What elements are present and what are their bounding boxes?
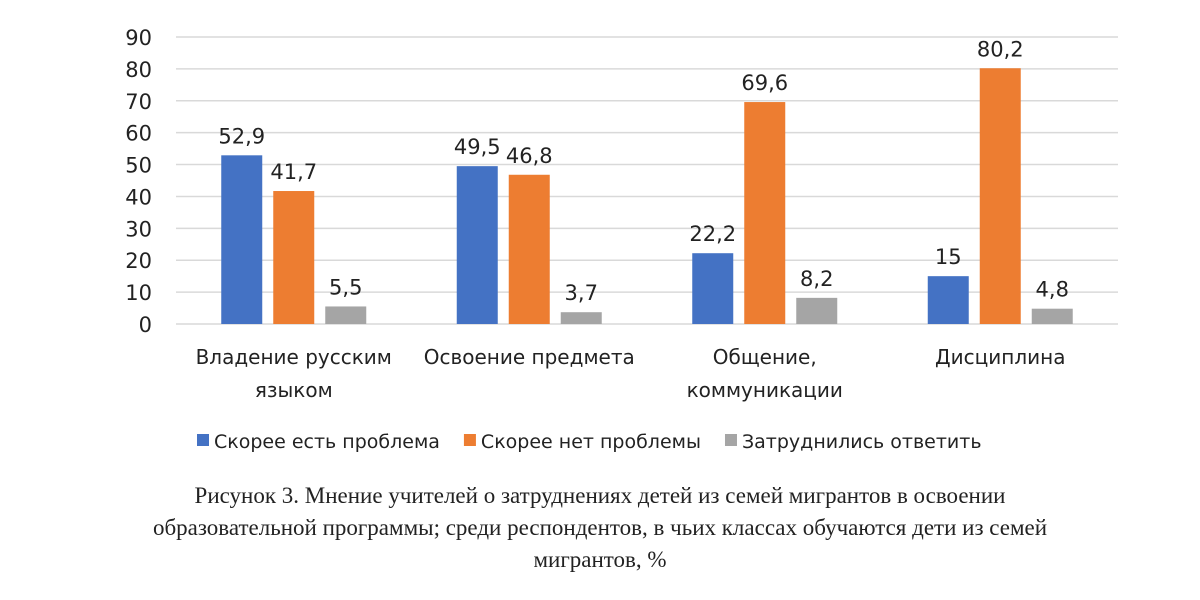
data-label: 52,9: [218, 124, 265, 148]
x-tick-label: Общение,: [713, 345, 817, 369]
data-label: 69,6: [741, 71, 788, 95]
bar: [560, 312, 602, 324]
y-tick-label: 70: [125, 90, 152, 114]
bar: [796, 297, 838, 324]
data-label: 46,8: [506, 144, 553, 168]
bar: [508, 174, 550, 324]
y-tick-label: 0: [139, 313, 152, 337]
y-tick-label: 90: [125, 26, 152, 50]
caption-line: Рисунок 3. Мнение учителей о затруднения…: [194, 483, 1006, 508]
bar: [221, 155, 263, 324]
data-label: 22,2: [689, 222, 736, 246]
data-label: 5,5: [329, 275, 362, 299]
legend-swatch: [463, 434, 476, 446]
x-tick-label: языком: [255, 378, 333, 402]
y-tick-label: 30: [125, 217, 152, 241]
y-tick-label: 60: [125, 122, 152, 146]
y-tick-label: 10: [125, 281, 152, 305]
data-label: 49,5: [454, 135, 501, 159]
bar: [927, 276, 969, 324]
legend-label: Скорее нет проблемы: [481, 431, 701, 453]
data-label: 41,7: [270, 160, 317, 184]
x-tick-label: Владение русским: [196, 345, 392, 369]
data-label: 4,8: [1036, 278, 1069, 302]
x-tick-label: Дисциплина: [935, 345, 1065, 369]
data-label: 3,7: [565, 281, 598, 305]
y-tick-label: 50: [125, 154, 152, 178]
legend-swatch: [724, 434, 737, 446]
x-tick-label: коммуникации: [687, 378, 843, 402]
y-tick-label: 40: [125, 185, 152, 209]
bar-chart: 0 10 20 30 40 50 60 70 80 90 52,941,7 5,5 Владение р…: [125, 26, 1118, 453]
bar: [744, 102, 786, 324]
caption-line: образовательной программы; среди респонд…: [152, 515, 1048, 540]
bar: [325, 306, 367, 324]
bar: [456, 166, 498, 324]
x-tick-label: Освоение предмета: [424, 345, 635, 369]
figure-caption: Рисунок 3. Мнение учителей о затруднения…: [0, 480, 1200, 576]
data-label: 80,2: [977, 37, 1024, 61]
bar: [1031, 308, 1073, 324]
legend-swatch: [197, 434, 209, 446]
bar: [692, 253, 734, 324]
y-tick-label: 20: [125, 249, 152, 273]
bar: [273, 191, 315, 324]
bar: [979, 68, 1021, 324]
data-label: 15: [935, 245, 962, 269]
legend-label: Затруднились ответить: [742, 431, 982, 453]
caption-line: мигрантов, %: [533, 547, 667, 572]
data-label: 8,2: [800, 267, 833, 291]
y-tick-label: 80: [125, 58, 152, 82]
legend-label: Скорее есть проблема: [214, 431, 440, 453]
